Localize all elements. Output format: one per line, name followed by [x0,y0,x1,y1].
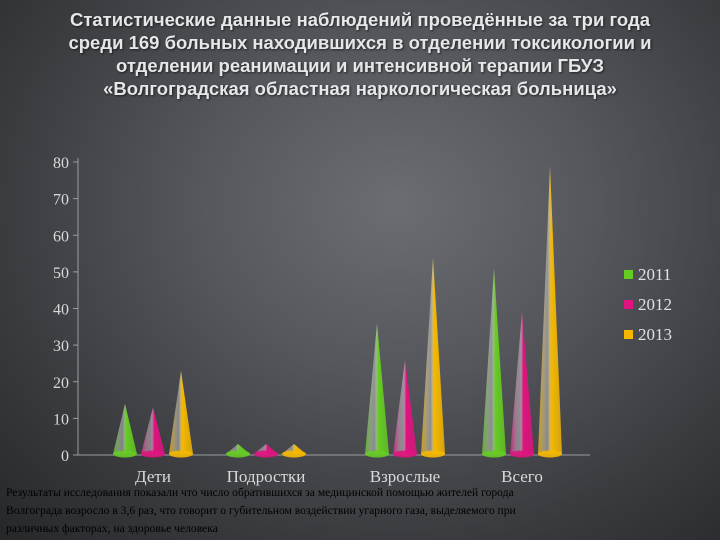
chart-title: Статистические данные наблюдений проведё… [10,8,710,100]
y-tick-label: 0 [61,448,69,465]
x-tick-label: Всего [501,467,543,486]
cone-base-2011-2 [365,450,389,458]
y-tick-label: 10 [53,411,69,428]
cone-base-2013-3 [538,450,562,458]
legend-label-2011: 2011 [638,265,671,284]
title-line-3: отделении реанимации и интенсивной терап… [116,55,604,76]
bar-2013-3 [538,165,562,454]
y-tick-label: 30 [53,338,69,355]
x-tick-label: Взрослые [370,467,440,486]
cone-base-2013-1 [282,450,306,458]
bar-2013-0 [169,370,193,454]
legend-swatch-2012 [624,300,633,309]
title-line-2: среди 169 больных находившихся в отделен… [68,32,652,53]
cone-base-2011-1 [226,450,250,458]
bar-2012-3 [510,312,534,454]
caption-line-3: различных факторах, на здоровье человека [6,522,218,535]
legend-swatch-2013 [624,330,633,339]
y-tick-label: 20 [53,375,69,392]
y-tick-label: 80 [53,155,69,172]
legend-swatch-2011 [624,270,633,279]
x-tick-label: Дети [135,467,171,486]
y-tick-label: 40 [53,302,69,319]
title-line-1: Статистические данные наблюдений проведё… [69,9,651,30]
cone-base-2013-0 [169,450,193,458]
bar-2012-0 [141,407,165,454]
bar-2011-3 [482,268,506,454]
cone-base-2012-3 [510,450,534,458]
cone-base-2012-2 [393,450,417,458]
caption-text: Результаты исследования показали что чис… [6,484,716,538]
caption-line-1: Результаты исследования показали что чис… [6,486,514,499]
bar-2011-0 [113,403,137,454]
x-tick-label: Подростки [227,467,306,486]
cone-base-2011-3 [482,450,506,458]
y-tick-label: 50 [53,265,69,282]
cone-base-2012-0 [141,450,165,458]
legend-label-2012: 2012 [638,295,672,314]
cone-base-2011-0 [113,450,137,458]
legend-label-2013: 2013 [638,325,672,344]
title-line-4: «Волгоградская областная наркологическая… [103,78,617,99]
bar-2013-2 [421,257,445,454]
y-tick-label: 70 [53,192,69,209]
bar-2012-2 [393,359,417,454]
cone-base-2012-1 [254,450,278,458]
cone-base-2013-2 [421,450,445,458]
bar-2011-2 [365,323,389,454]
caption-line-2: Волгограда возросло в 3,6 раз, что говор… [6,504,516,517]
y-tick-label: 60 [53,228,69,245]
